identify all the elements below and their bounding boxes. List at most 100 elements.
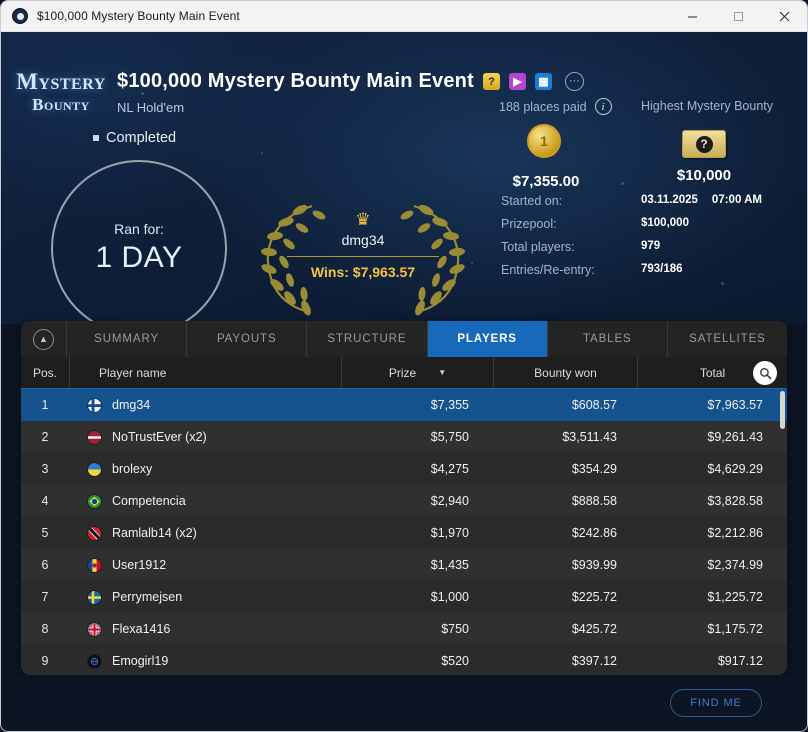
cell-prize: $1,970 <box>430 526 469 540</box>
find-me-button[interactable]: FIND ME <box>670 689 762 717</box>
highest-bounty-amount: $10,000 <box>676 167 732 184</box>
cell-player-name: Ramlalb14 (x2) <box>69 525 341 541</box>
window-controls <box>669 1 807 32</box>
places-paid-group: 188 places paid i <box>499 98 612 115</box>
panel-footer: FIND ME <box>1 675 807 731</box>
stat-value: 979 <box>641 240 661 252</box>
stat-key: Entries/Re-entry: <box>501 263 595 277</box>
collapse-panel-button[interactable]: ▲ <box>21 321 67 357</box>
window-titlebar: $100,000 Mystery Bounty Main Event <box>1 1 807 32</box>
cell-total: $1,225.72 <box>707 590 763 604</box>
tab-players[interactable]: PLAYERS <box>427 321 548 357</box>
cell-position: 3 <box>41 462 49 476</box>
table-row[interactable]: 3 brolexy $4,275 $354.29 $4,629.29 <box>21 453 787 485</box>
cell-bounty-won: $397.12 <box>571 654 617 668</box>
table-row[interactable]: 2 NoTrustEver (x2) $5,750 $3,511.43 $9,261.4… <box>21 421 787 453</box>
chevron-up-icon: ▲ <box>33 328 54 350</box>
mystery-bounty-badge-icon[interactable]: ? <box>482 73 500 90</box>
player-name-label: Ramlalb14 (x2) <box>112 526 197 540</box>
table-row[interactable]: 1 dmg34 $7,355 $608.57 $7,963.57 <box>21 389 787 421</box>
table-badge-icon[interactable]: ▦ <box>534 73 552 90</box>
tournament-hero: Mystery Bounty $100,000 Mystery Bounty M… <box>1 32 807 324</box>
first-prize-block: 1 $7,355.00 <box>501 124 591 190</box>
laurel-wreath-icon <box>261 204 465 316</box>
column-header-player-name[interactable]: Player name <box>69 357 341 388</box>
cell-position: 2 <box>41 430 49 444</box>
mystery-bounty-logo: Mystery Bounty <box>15 70 107 113</box>
table-header: Pos. Player name Prize ▼ Bounty won Tota… <box>21 357 787 389</box>
cell-total: $4,629.29 <box>707 462 763 476</box>
video-badge-icon[interactable]: ▶ <box>508 73 526 90</box>
window-title: $100,000 Mystery Bounty Main Event <box>37 9 240 23</box>
player-name-label: Competencia <box>112 494 186 508</box>
column-header-pos[interactable]: Pos. <box>32 365 57 380</box>
table-row[interactable]: 8 Flexa1416 $750 $425.72 $1,175.72 <box>21 613 787 645</box>
cell-position: 5 <box>41 526 49 540</box>
winner-wins-amount: Wins: $7,963.57 <box>310 264 416 280</box>
tab-summary[interactable]: SUMMARY <box>67 321 188 357</box>
sparkle <box>261 152 263 154</box>
cell-player-name: Perrymejsen <box>69 589 341 605</box>
maximize-button[interactable] <box>715 1 761 32</box>
status-label: Completed <box>106 130 177 146</box>
players-table-body[interactable]: 1 dmg34 $7,355 $608.57 $7,963.57 2 NoTrustEver… <box>21 389 787 675</box>
stat-row: Total players: 979 <box>501 240 801 254</box>
sort-caret-down-icon: ▼ <box>438 368 447 377</box>
highest-bounty-block: ? $10,000 <box>659 124 749 184</box>
flag-icon-trinidad <box>87 525 102 541</box>
more-options-button[interactable]: ··· <box>564 72 584 91</box>
stat-value: 03.11.2025 07:00 AM <box>641 194 762 206</box>
tab-structure[interactable]: STRUCTURE <box>307 321 428 357</box>
search-icon[interactable] <box>753 361 777 385</box>
sparkle <box>621 182 624 185</box>
table-row[interactable]: 9 Emogirl19 $520 $397.12 $917.12 <box>21 645 787 675</box>
flag-icon-latvia <box>87 429 102 445</box>
tab-satellites[interactable]: SATELLITES <box>689 333 766 345</box>
info-icon[interactable]: i <box>594 98 612 115</box>
flag-icon-uk <box>87 621 102 637</box>
cell-position: 4 <box>41 494 49 508</box>
cell-bounty-won: $939.99 <box>571 558 617 572</box>
event-title-row: $100,000 Mystery Bounty Main Event ? ▶ ▦… <box>117 70 584 93</box>
tab-payouts[interactable]: PAYOUTS <box>187 321 308 357</box>
cell-prize: $4,275 <box>430 462 469 476</box>
table-row[interactable]: 5 Ramlalb14 (x2) $1,970 $242.86 $2,212.86 <box>21 517 787 549</box>
winner-name: dmg34 <box>341 232 385 248</box>
table-row[interactable]: 4 Competencia $2,940 $888.58 $3,828.58 <box>21 485 787 517</box>
column-header-prize[interactable]: Prize ▼ <box>341 357 493 388</box>
tournament-details-panel: ▲ SUMMARY PAYOUTS STRUCTURE PLAYERS TABL… <box>21 321 787 675</box>
column-header-bounty-won[interactable]: Bounty won <box>493 357 637 388</box>
ran-for-circle: Ran for: 1 DAY <box>51 160 227 324</box>
cell-position: 1 <box>41 398 49 412</box>
column-header-total[interactable]: Total <box>637 357 787 388</box>
cell-total: $3,828.58 <box>707 494 763 508</box>
stat-row: Prizepool: $100,000 <box>501 217 801 231</box>
cell-bounty-won: $242.86 <box>571 526 617 540</box>
cell-player-name: brolexy <box>69 461 341 477</box>
table-scrollbar[interactable] <box>780 391 785 429</box>
sparkle <box>141 92 144 95</box>
minimize-button[interactable] <box>669 1 715 32</box>
sparkle <box>471 262 473 264</box>
medal-number: 1 <box>527 124 561 158</box>
cell-total: $9,261.43 <box>707 430 763 444</box>
cell-total: $2,374.99 <box>707 558 763 572</box>
logo-line-2: Bounty <box>32 95 90 114</box>
table-row[interactable]: 7 Perrymejsen $1,000 $225.72 $1,225.72 <box>21 581 787 613</box>
cell-prize: $7,355 <box>430 398 469 412</box>
table-row[interactable]: 6 User1912 $1,435 $939.99 $2,374.99 <box>21 549 787 581</box>
gold-medal-icon: 1 <box>526 124 566 164</box>
cell-prize: $2,940 <box>430 494 469 508</box>
player-name-label: brolexy <box>112 462 153 476</box>
cell-prize: $1,435 <box>430 558 469 572</box>
cell-player-name: User1912 <box>69 557 341 573</box>
close-button[interactable] <box>761 1 807 32</box>
sparkle <box>721 282 724 285</box>
cell-position: 7 <box>41 590 49 604</box>
crown-icon: ♛ <box>355 210 371 229</box>
stat-value: $100,000 <box>641 217 689 229</box>
cell-position: 8 <box>41 622 49 636</box>
stat-key: Prizepool: <box>501 217 557 231</box>
tab-tables[interactable]: TABLES <box>548 321 668 357</box>
logo-line-1: Mystery <box>16 69 106 94</box>
